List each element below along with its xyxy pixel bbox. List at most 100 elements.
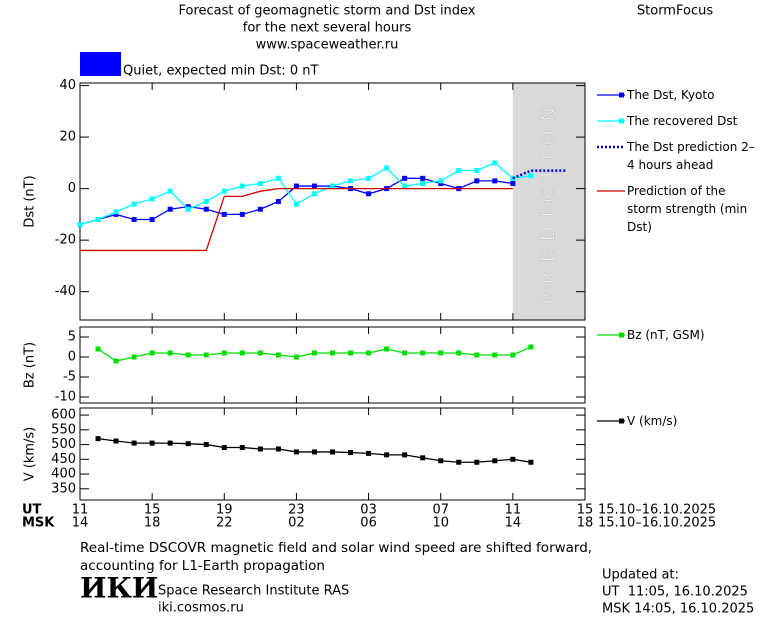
updated-ut: UT 11:05, 16.10.2025: [602, 585, 748, 600]
data-point: [239, 211, 245, 217]
data-point: [366, 175, 372, 181]
y-tick-label: 0: [68, 350, 76, 365]
data-point: [167, 188, 173, 194]
x-tick-label: 11: [72, 503, 89, 518]
data-point: [113, 211, 119, 217]
data-point: [438, 458, 444, 464]
legend-label: The recovered Dst: [627, 114, 738, 128]
x-tick-label: 15: [144, 503, 161, 518]
data-point: [311, 183, 317, 189]
data-point: [366, 350, 372, 356]
data-point: [203, 199, 209, 204]
x-tick-label: 14: [505, 516, 522, 531]
data-point: [438, 178, 444, 184]
data-point: [185, 352, 191, 358]
x-tick-label: 18: [144, 516, 161, 531]
legend-label: Prediction of the storm strength (min Ds…: [627, 184, 748, 234]
data-point: [474, 168, 480, 174]
data-point: [293, 354, 299, 360]
institute-url: iki.cosmos.ru: [158, 601, 244, 616]
data-point: [257, 180, 263, 186]
y-tick-label: 0: [68, 181, 76, 196]
x-date-label: 15.10–16.10.2025: [598, 516, 716, 531]
data-point: [95, 436, 101, 442]
y-tick-label: 600: [51, 408, 76, 423]
plot-frame: [79, 407, 586, 501]
footnote: Real-time DSCOVR magnetic field and sola…: [80, 540, 593, 574]
legend-label: The Dst prediction 2–4 hours ahead: [627, 140, 755, 172]
data-point: [185, 206, 191, 212]
prediction-label: PREDICTION: [537, 98, 559, 305]
data-point: [167, 206, 173, 212]
legend-label: The Dst, Kyoto: [627, 88, 715, 102]
data-point: [221, 445, 227, 451]
data-point: [402, 350, 408, 356]
data-point: [311, 350, 317, 356]
url: www.spaceweather.ru: [256, 38, 399, 53]
data-point: [275, 199, 281, 204]
data-point: [510, 456, 516, 462]
data-point: [420, 175, 426, 181]
data-point: [402, 183, 408, 189]
x-tick-label: 10: [432, 516, 449, 531]
data-point: [528, 459, 534, 465]
data-point: [203, 206, 209, 212]
x-axis-label: UT: [22, 503, 42, 518]
legend-swatch-marker: [619, 418, 624, 424]
x-tick-label: 23: [288, 503, 305, 518]
legend-label: Bz (nT, GSM): [627, 328, 705, 342]
data-point: [420, 350, 426, 356]
y-tick-label: 20: [59, 130, 76, 145]
data-point: [438, 180, 444, 186]
data-point: [438, 350, 444, 356]
data-point: [474, 178, 480, 184]
data-point: [275, 175, 281, 181]
y-tick-label: 500: [51, 437, 76, 452]
data-point: [95, 217, 101, 223]
x-tick-label: 03: [360, 503, 377, 518]
x-date-label: 15.10–16.10.2025: [598, 503, 716, 518]
data-point: [221, 211, 227, 217]
title: Forecast of geomagnetic storm and Dst in…: [178, 4, 475, 19]
data-point: [239, 350, 245, 356]
x-tick-label: 14: [72, 516, 89, 531]
data-point: [492, 458, 498, 464]
subtitle: for the next several hours: [243, 21, 412, 36]
data-point: [221, 350, 227, 356]
x-tick-label: 11: [505, 503, 522, 518]
data-point: [203, 352, 209, 358]
status-box: [80, 52, 121, 76]
data-point: [330, 183, 335, 189]
data-point: [149, 217, 155, 223]
x-tick-label: 07: [432, 503, 449, 518]
updated-msk: MSK 14:05, 16.10.2025: [602, 602, 754, 617]
data-point: [348, 350, 354, 356]
y-axis-label: Dst (nT): [23, 175, 38, 227]
y-tick-label: -20: [55, 233, 76, 248]
data-point: [402, 175, 408, 181]
y-axis-label: Bz (nT): [23, 342, 38, 388]
data-point: [293, 201, 299, 207]
data-point: [384, 346, 390, 352]
series-line: [80, 187, 513, 252]
data-point: [131, 217, 137, 223]
data-point: [185, 441, 191, 447]
data-point: [203, 442, 209, 448]
data-point: [510, 352, 516, 358]
data-point: [330, 350, 335, 356]
data-point: [492, 160, 498, 166]
updated-label: Updated at:: [602, 568, 679, 583]
data-point: [293, 183, 299, 189]
x-tick-label: 22: [216, 516, 233, 531]
y-tick-label: -40: [55, 284, 76, 299]
x-tick-label: 18: [577, 516, 594, 531]
logo: ИКИ: [80, 572, 158, 605]
data-point: [131, 354, 137, 360]
prediction-region: [512, 83, 585, 320]
data-point: [239, 445, 245, 451]
x-tick-label: 02: [288, 516, 305, 531]
data-point: [131, 201, 137, 207]
y-tick-label: 5: [68, 330, 76, 345]
data-point: [528, 173, 534, 179]
